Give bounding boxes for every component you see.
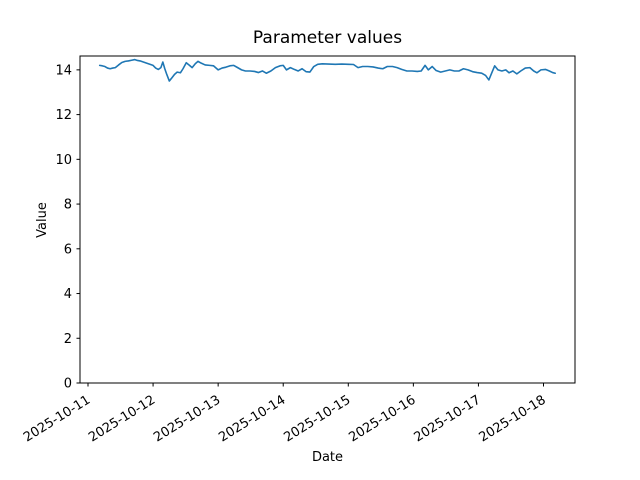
plot-box <box>79 55 576 384</box>
x-tick-label: 2025-10-16 <box>346 393 418 446</box>
x-tick-label: 2025-10-13 <box>151 393 223 446</box>
x-tick-label: 2025-10-18 <box>477 393 549 446</box>
x-tick-label: 2025-10-17 <box>412 393 484 446</box>
y-tick-label: 6 <box>64 242 72 257</box>
y-tick-label: 0 <box>64 377 72 392</box>
x-tick-label: 2025-10-11 <box>21 393 93 446</box>
data-line-parameter-values <box>98 58 557 82</box>
chart-title: Parameter values <box>252 28 403 48</box>
y-axis-label: Value <box>35 202 50 238</box>
x-tick-label: 2025-10-14 <box>216 393 288 446</box>
y-tick-label: 2 <box>64 332 72 347</box>
y-tick-label: 12 <box>55 108 72 123</box>
y-tick-label: 14 <box>55 63 72 78</box>
y-tick-label: 4 <box>64 287 72 302</box>
x-axis-label: Date <box>311 450 344 465</box>
x-tick-label: 2025-10-12 <box>86 393 158 446</box>
x-tick-label: 2025-10-15 <box>281 393 353 446</box>
y-tick-label: 8 <box>64 198 72 213</box>
y-tick-label: 10 <box>55 153 72 168</box>
